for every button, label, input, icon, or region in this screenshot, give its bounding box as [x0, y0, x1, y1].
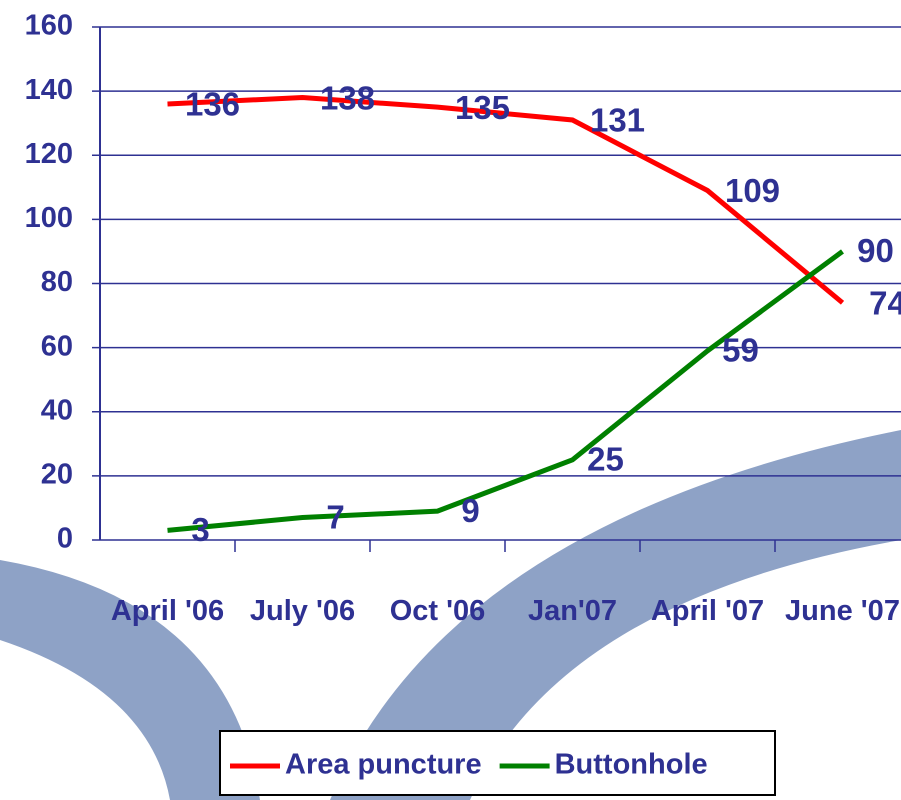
y-tick-label: 80 — [41, 266, 73, 298]
x-tick-label: June '07 — [785, 595, 900, 627]
y-tick-label: 40 — [41, 394, 73, 426]
background-swoosh — [0, 560, 260, 800]
y-tick-label: 160 — [25, 10, 73, 42]
legend-label: Buttonhole — [555, 749, 708, 781]
y-tick-label: 120 — [25, 138, 73, 170]
data-label: 135 — [455, 89, 510, 126]
legend-box — [219, 730, 776, 796]
data-label: 109 — [725, 172, 780, 209]
data-label: 9 — [461, 492, 479, 529]
data-label: 131 — [590, 102, 645, 139]
x-tick-label: April '07 — [650, 595, 765, 627]
x-tick-label: July '06 — [249, 595, 356, 627]
y-tick-label: 140 — [25, 74, 73, 106]
legend-label: Area puncture — [285, 749, 482, 781]
y-tick-label: 20 — [41, 459, 73, 491]
data-label: 136 — [185, 86, 240, 123]
y-tick-label: 0 — [57, 523, 73, 555]
data-label: 7 — [326, 498, 344, 535]
y-tick-label: 60 — [41, 330, 73, 362]
y-tick-label: 100 — [25, 202, 73, 234]
data-label: 90 — [857, 232, 894, 269]
data-label: 59 — [722, 332, 759, 369]
data-label: 74 — [869, 284, 901, 321]
x-tick-label: Oct '06 — [389, 595, 486, 627]
data-label: 138 — [320, 79, 375, 116]
line-series — [167, 95, 845, 305]
x-tick-label: April '06 — [110, 595, 225, 627]
line-series — [167, 249, 844, 533]
x-tick-label: Jan'07 — [527, 595, 618, 627]
background-swoosh — [330, 430, 901, 800]
data-label: 25 — [587, 441, 624, 478]
data-label: 3 — [191, 511, 209, 548]
